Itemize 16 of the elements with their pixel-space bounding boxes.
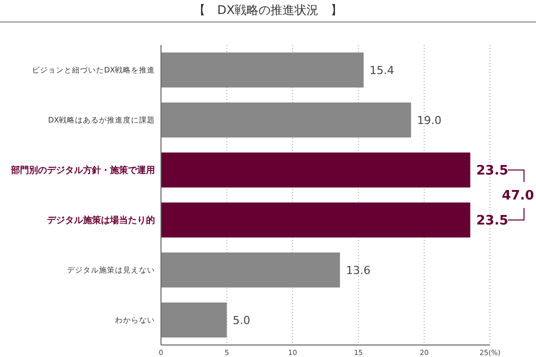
bar [161, 202, 470, 238]
bar [161, 52, 364, 88]
y-tick-label: 部門別のデジタル方針・施策で運用 [10, 165, 155, 176]
bar [161, 302, 227, 338]
chart-title: 【 DX戦略の推進状況 】 [193, 3, 343, 17]
data-label: 15.4 [370, 64, 394, 77]
data-label: 19.0 [417, 114, 442, 127]
bar [161, 252, 340, 288]
bar [161, 102, 412, 138]
data-label: 13.6 [346, 264, 370, 277]
data-label: 23.5 [476, 164, 508, 179]
y-tick-label: デジタル施策は場当たり的 [47, 215, 155, 226]
text: 47.0 [502, 188, 534, 204]
data-label: 23.5 [476, 214, 508, 229]
data-label: 5.0 [232, 314, 250, 327]
bar [161, 152, 470, 188]
